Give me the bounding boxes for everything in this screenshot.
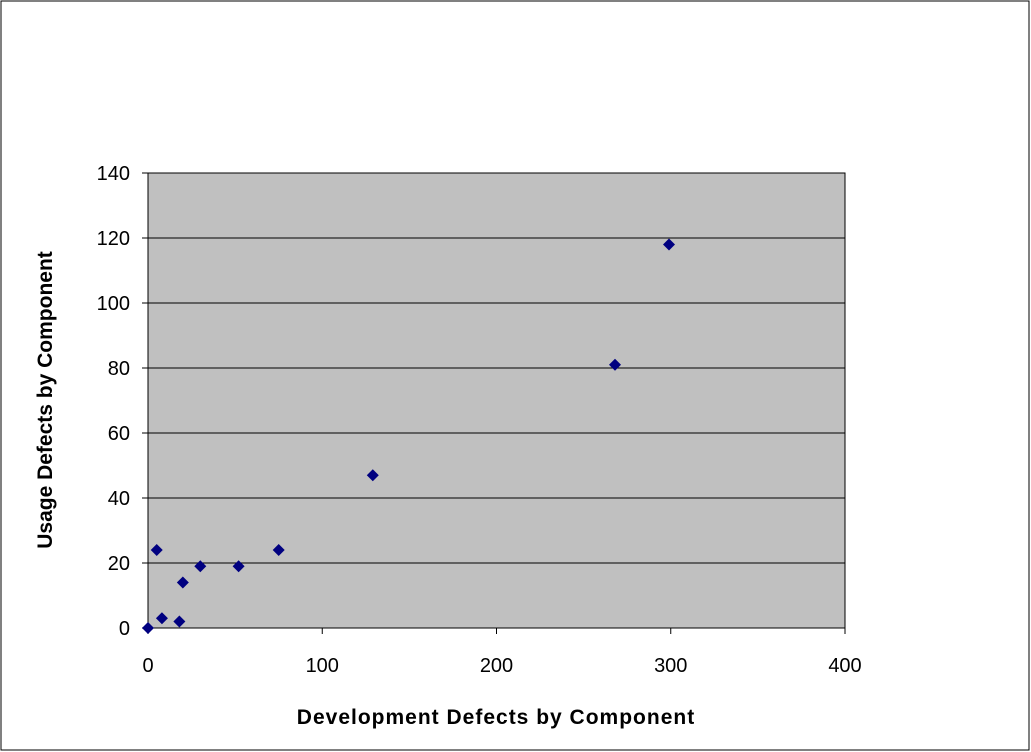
point <box>173 615 186 628</box>
point <box>663 238 676 251</box>
x-tick-label: 100 <box>306 655 339 677</box>
x-tick-label: 400 <box>828 655 861 677</box>
point <box>150 544 163 556</box>
y-tick-label: 60 <box>108 423 130 445</box>
x-axis-title: Development Defects by Component <box>297 706 695 729</box>
point <box>176 576 189 589</box>
point <box>272 544 285 556</box>
x-tick-label: 300 <box>654 655 687 677</box>
point <box>608 358 621 371</box>
point <box>142 622 154 634</box>
y-tick-label: 120 <box>97 228 130 250</box>
y-tick-label: 40 <box>108 488 130 510</box>
point <box>366 469 379 482</box>
plot-area <box>148 173 845 628</box>
x-tick-label: 0 <box>142 655 153 677</box>
y-tick-label: 0 <box>119 618 130 640</box>
plot-border <box>147 172 846 629</box>
y-tick-label: 140 <box>97 163 130 185</box>
point <box>155 612 168 625</box>
point <box>232 560 245 573</box>
y-tick-label: 100 <box>97 293 130 315</box>
y-tick-label: 80 <box>108 358 130 380</box>
y-axis-title: Usage Defects by Component <box>34 251 57 549</box>
point <box>194 560 207 573</box>
y-tick-label: 20 <box>108 553 130 575</box>
x-tick-label: 200 <box>480 655 513 677</box>
